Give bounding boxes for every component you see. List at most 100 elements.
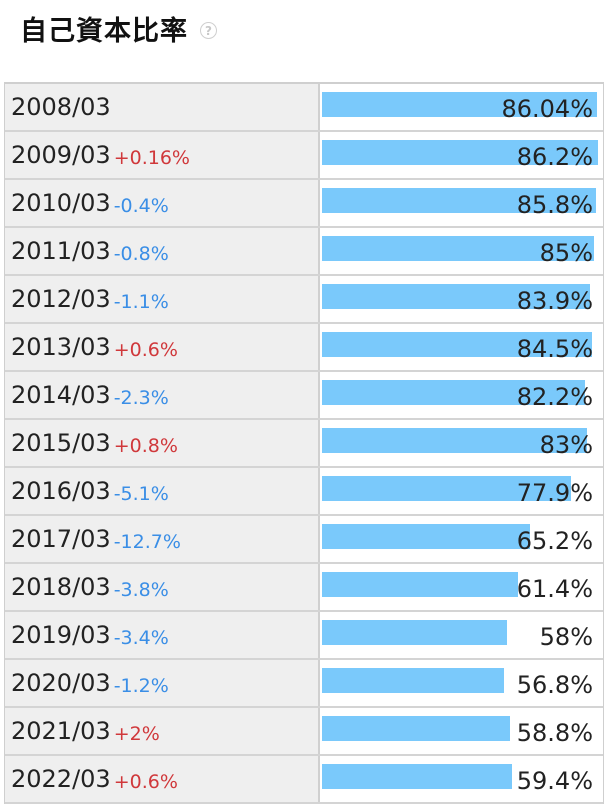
table-row: 2019/03 -3.4% 58%	[5, 612, 603, 660]
change-label: -5.1%	[113, 483, 169, 505]
bar-cell: 85.8%	[320, 180, 603, 226]
change-label: +2%	[113, 723, 160, 745]
table-row: 2010/03 -0.4% 85.8%	[5, 180, 603, 228]
bar-cell: 82.2%	[320, 372, 603, 418]
table-row: 2018/03 -3.8% 61.4%	[5, 564, 603, 612]
bar-cell: 58.8%	[320, 708, 603, 754]
bar-cell: 58%	[320, 612, 603, 658]
value-bar	[322, 764, 512, 789]
year-label: 2010/03	[11, 189, 111, 217]
change-label: +0.6%	[113, 771, 178, 793]
value-label: 65.2%	[516, 527, 593, 555]
bar-cell: 77.9%	[320, 468, 603, 514]
bar-cell: 84.5%	[320, 324, 603, 370]
year-label: 2017/03	[11, 525, 111, 553]
bar-cell: 56.8%	[320, 660, 603, 706]
change-label: -0.8%	[113, 243, 169, 265]
year-cell: 2019/03 -3.4%	[5, 612, 320, 658]
value-bar	[322, 188, 596, 213]
year-label: 2018/03	[11, 573, 111, 601]
bar-cell: 83.9%	[320, 276, 603, 322]
value-label: 83%	[539, 431, 593, 459]
year-label: 2011/03	[11, 237, 111, 265]
year-cell: 2009/03 +0.16%	[5, 132, 320, 178]
value-bar	[322, 332, 592, 357]
table-row: 2009/03 +0.16% 86.2%	[5, 132, 603, 180]
change-label: -12.7%	[113, 531, 181, 553]
year-label: 2012/03	[11, 285, 111, 313]
value-label: 85%	[539, 239, 593, 267]
year-cell: 2017/03 -12.7%	[5, 516, 320, 562]
year-label: 2015/03	[11, 429, 111, 457]
bar-cell: 86.2%	[320, 132, 603, 178]
year-cell: 2008/03	[5, 84, 320, 130]
year-label: 2013/03	[11, 333, 111, 361]
value-bar	[322, 668, 504, 693]
change-label: -2.3%	[113, 387, 169, 409]
value-bar	[322, 284, 590, 309]
change-label: -0.4%	[113, 195, 169, 217]
table-row: 2013/03 +0.6% 84.5%	[5, 324, 603, 372]
value-label: 83.9%	[516, 287, 593, 315]
year-cell: 2014/03 -2.3%	[5, 372, 320, 418]
bar-cell: 85%	[320, 228, 603, 274]
year-cell: 2020/03 -1.2%	[5, 660, 320, 706]
value-bar	[322, 476, 571, 501]
equity-ratio-table: 2008/03 86.04% 2009/03 +0.16% 86.2% 2010/03 -0…	[4, 82, 604, 804]
value-bar	[322, 524, 530, 549]
year-cell: 2021/03 +2%	[5, 708, 320, 754]
year-label: 2019/03	[11, 621, 111, 649]
table-row: 2011/03 -0.8% 85%	[5, 228, 603, 276]
value-label: 58%	[539, 623, 593, 651]
table-row: 2020/03 -1.2% 56.8%	[5, 660, 603, 708]
bar-cell: 59.4%	[320, 756, 603, 802]
value-bar	[322, 236, 594, 261]
value-label: 56.8%	[516, 671, 593, 699]
value-bar	[322, 716, 510, 741]
value-label: 86.04%	[501, 95, 593, 123]
change-label: +0.16%	[113, 147, 190, 169]
value-bar	[322, 620, 507, 645]
header: 自己資本比率 ?	[20, 8, 217, 48]
year-label: 2022/03	[11, 765, 111, 793]
year-label: 2014/03	[11, 381, 111, 409]
page-title: 自己資本比率	[20, 15, 188, 47]
change-label: -3.8%	[113, 579, 169, 601]
bar-cell: 83%	[320, 420, 603, 466]
value-label: 84.5%	[516, 335, 593, 363]
value-label: 61.4%	[516, 575, 593, 603]
bar-cell: 61.4%	[320, 564, 603, 610]
value-label: 59.4%	[516, 767, 593, 795]
table-row: 2014/03 -2.3% 82.2%	[5, 372, 603, 420]
value-label: 82.2%	[516, 383, 593, 411]
year-label: 2020/03	[11, 669, 111, 697]
table-row: 2016/03 -5.1% 77.9%	[5, 468, 603, 516]
change-label: +0.8%	[113, 435, 178, 457]
year-cell: 2011/03 -0.8%	[5, 228, 320, 274]
value-bar	[322, 428, 587, 453]
year-label: 2016/03	[11, 477, 111, 505]
year-cell: 2010/03 -0.4%	[5, 180, 320, 226]
table-row: 2021/03 +2% 58.8%	[5, 708, 603, 756]
year-cell: 2016/03 -5.1%	[5, 468, 320, 514]
value-bar	[322, 380, 585, 405]
bar-cell: 65.2%	[320, 516, 603, 562]
table-row: 2012/03 -1.1% 83.9%	[5, 276, 603, 324]
table-row: 2017/03 -12.7% 65.2%	[5, 516, 603, 564]
bar-cell: 86.04%	[320, 84, 603, 130]
value-label: 85.8%	[516, 191, 593, 219]
year-cell: 2022/03 +0.6%	[5, 756, 320, 802]
year-label: 2009/03	[11, 141, 111, 169]
value-bar	[322, 140, 598, 165]
value-label: 86.2%	[516, 143, 593, 171]
year-cell: 2012/03 -1.1%	[5, 276, 320, 322]
change-label: +0.6%	[113, 339, 178, 361]
help-icon[interactable]: ?	[200, 21, 217, 39]
value-label: 58.8%	[516, 719, 593, 747]
year-label: 2008/03	[11, 93, 111, 121]
change-label: -1.2%	[113, 675, 169, 697]
change-label: -3.4%	[113, 627, 169, 649]
value-bar	[322, 572, 518, 597]
year-cell: 2015/03 +0.8%	[5, 420, 320, 466]
table-row: 2022/03 +0.6% 59.4%	[5, 756, 603, 804]
